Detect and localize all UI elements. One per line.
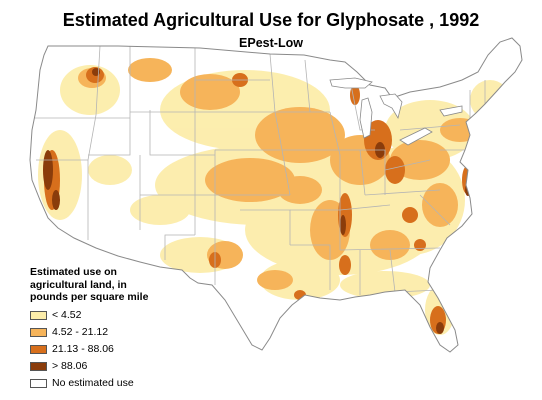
legend-label: < 4.52 [52,309,82,321]
legend-item-low: < 4.52 [30,309,180,322]
legend-title-line: pounds per square mile [30,291,149,303]
legend-item-medium: 4.52 - 21.12 [30,326,180,339]
legend: Estimated use on agricultural land, in p… [30,266,180,394]
legend-label: 4.52 - 21.12 [52,326,109,338]
legend-item-high: 21.13 - 88.06 [30,343,180,356]
legend-swatch [30,310,47,320]
legend-title: Estimated use on agricultural land, in p… [30,266,180,304]
legend-label: 21.13 - 88.06 [52,343,114,355]
legend-label: > 88.06 [52,360,88,372]
legend-item-very-high: > 88.06 [30,360,180,373]
legend-title-line: Estimated use on [30,266,117,278]
legend-label: No estimated use [52,377,134,389]
legend-swatch [30,344,47,354]
legend-swatch [30,361,47,371]
map-title: Estimated Agricultural Use for Glyphosat… [62,10,480,30]
map-subtitle: EPest-Low [239,36,303,50]
legend-swatch [30,378,47,388]
great-lakes [329,77,463,146]
legend-item-none: No estimated use [30,377,180,390]
legend-title-line: agricultural land, in [30,278,127,291]
legend-swatch [30,327,47,337]
state-borders [30,45,486,295]
